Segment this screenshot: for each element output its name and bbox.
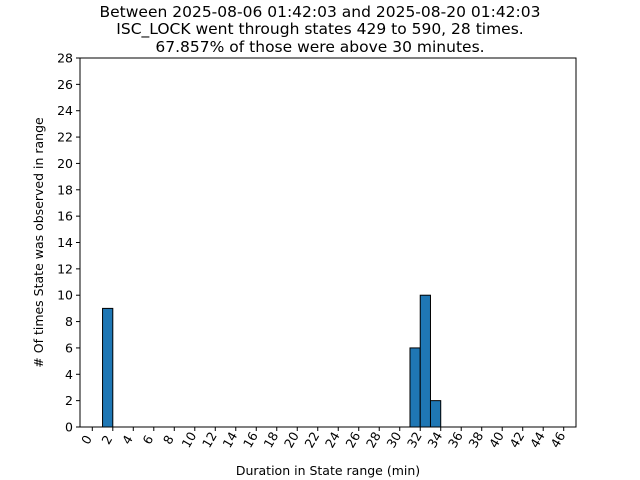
- y-tick-label: 12: [57, 261, 73, 276]
- x-tick-label: 10: [178, 429, 199, 450]
- chart-title-line-1: Between 2025-08-06 01:42:03 and 2025-08-…: [99, 3, 540, 21]
- x-tick-label: 26: [342, 429, 363, 450]
- y-tick-label: 22: [57, 130, 73, 145]
- y-tick-label: 16: [57, 209, 73, 224]
- x-tick-label: 16: [240, 429, 261, 450]
- chart-title-line-3: 67.857% of those were above 30 minutes.: [155, 38, 484, 56]
- x-tick-label: 6: [139, 433, 156, 447]
- histogram-bar: [102, 307, 114, 428]
- x-tick-label: 18: [260, 429, 281, 450]
- x-tick-label: 4: [119, 433, 136, 447]
- y-tick-label: 10: [57, 288, 73, 303]
- y-tick-label: 18: [57, 182, 73, 197]
- histogram-bar: [419, 294, 431, 428]
- x-tick-label: 28: [363, 429, 384, 450]
- x-tick-label: 38: [465, 429, 486, 450]
- x-axis-ticks: 0 2 4 6 8 10 12 14 16 18 20 22 24 26 28 30 32 34 36 38 40 42 4…: [78, 427, 568, 450]
- x-tick-label: 2: [98, 433, 115, 447]
- x-tick-label: 12: [199, 429, 220, 450]
- histogram-bar: [429, 400, 442, 428]
- x-tick-label: 20: [281, 429, 302, 450]
- chart-title: Between 2025-08-06 01:42:03 and 2025-08-…: [99, 3, 540, 56]
- x-tick-label: 22: [301, 429, 322, 450]
- x-tick-label: 42: [506, 429, 527, 450]
- x-tick-label: 0: [78, 433, 95, 447]
- y-tick-label: 24: [57, 103, 73, 118]
- y-tick-label: 4: [65, 367, 73, 382]
- y-tick-label: 20: [57, 156, 73, 171]
- x-tick-label: 40: [486, 429, 507, 450]
- y-tick-label: 6: [65, 340, 73, 355]
- y-tick-label: 0: [65, 420, 73, 435]
- y-tick-label: 2: [65, 393, 73, 408]
- histogram-bar: [409, 347, 421, 428]
- x-tick-label: 8: [160, 433, 177, 447]
- x-tick-label: 44: [527, 429, 548, 450]
- x-tick-label: 46: [547, 429, 568, 450]
- y-axis-label: # Of times State was observed in range: [31, 117, 46, 368]
- x-tick-label: 32: [404, 429, 425, 450]
- x-tick-label: 24: [322, 429, 343, 450]
- chart-title-line-2: ISC_LOCK went through states 429 to 590,…: [116, 20, 523, 39]
- y-tick-label: 28: [57, 51, 73, 66]
- y-tick-label: 8: [65, 314, 73, 329]
- x-tick-label: 30: [383, 429, 404, 450]
- x-axis-label: Duration in State range (min): [236, 463, 420, 478]
- y-tick-label: 26: [57, 77, 73, 92]
- plot-frame: [79, 57, 577, 428]
- bars-group: [102, 294, 442, 428]
- x-tick-label: 14: [219, 429, 240, 450]
- x-tick-label: 36: [445, 429, 466, 450]
- x-tick-label: 34: [424, 429, 445, 450]
- y-tick-label: 14: [57, 235, 73, 250]
